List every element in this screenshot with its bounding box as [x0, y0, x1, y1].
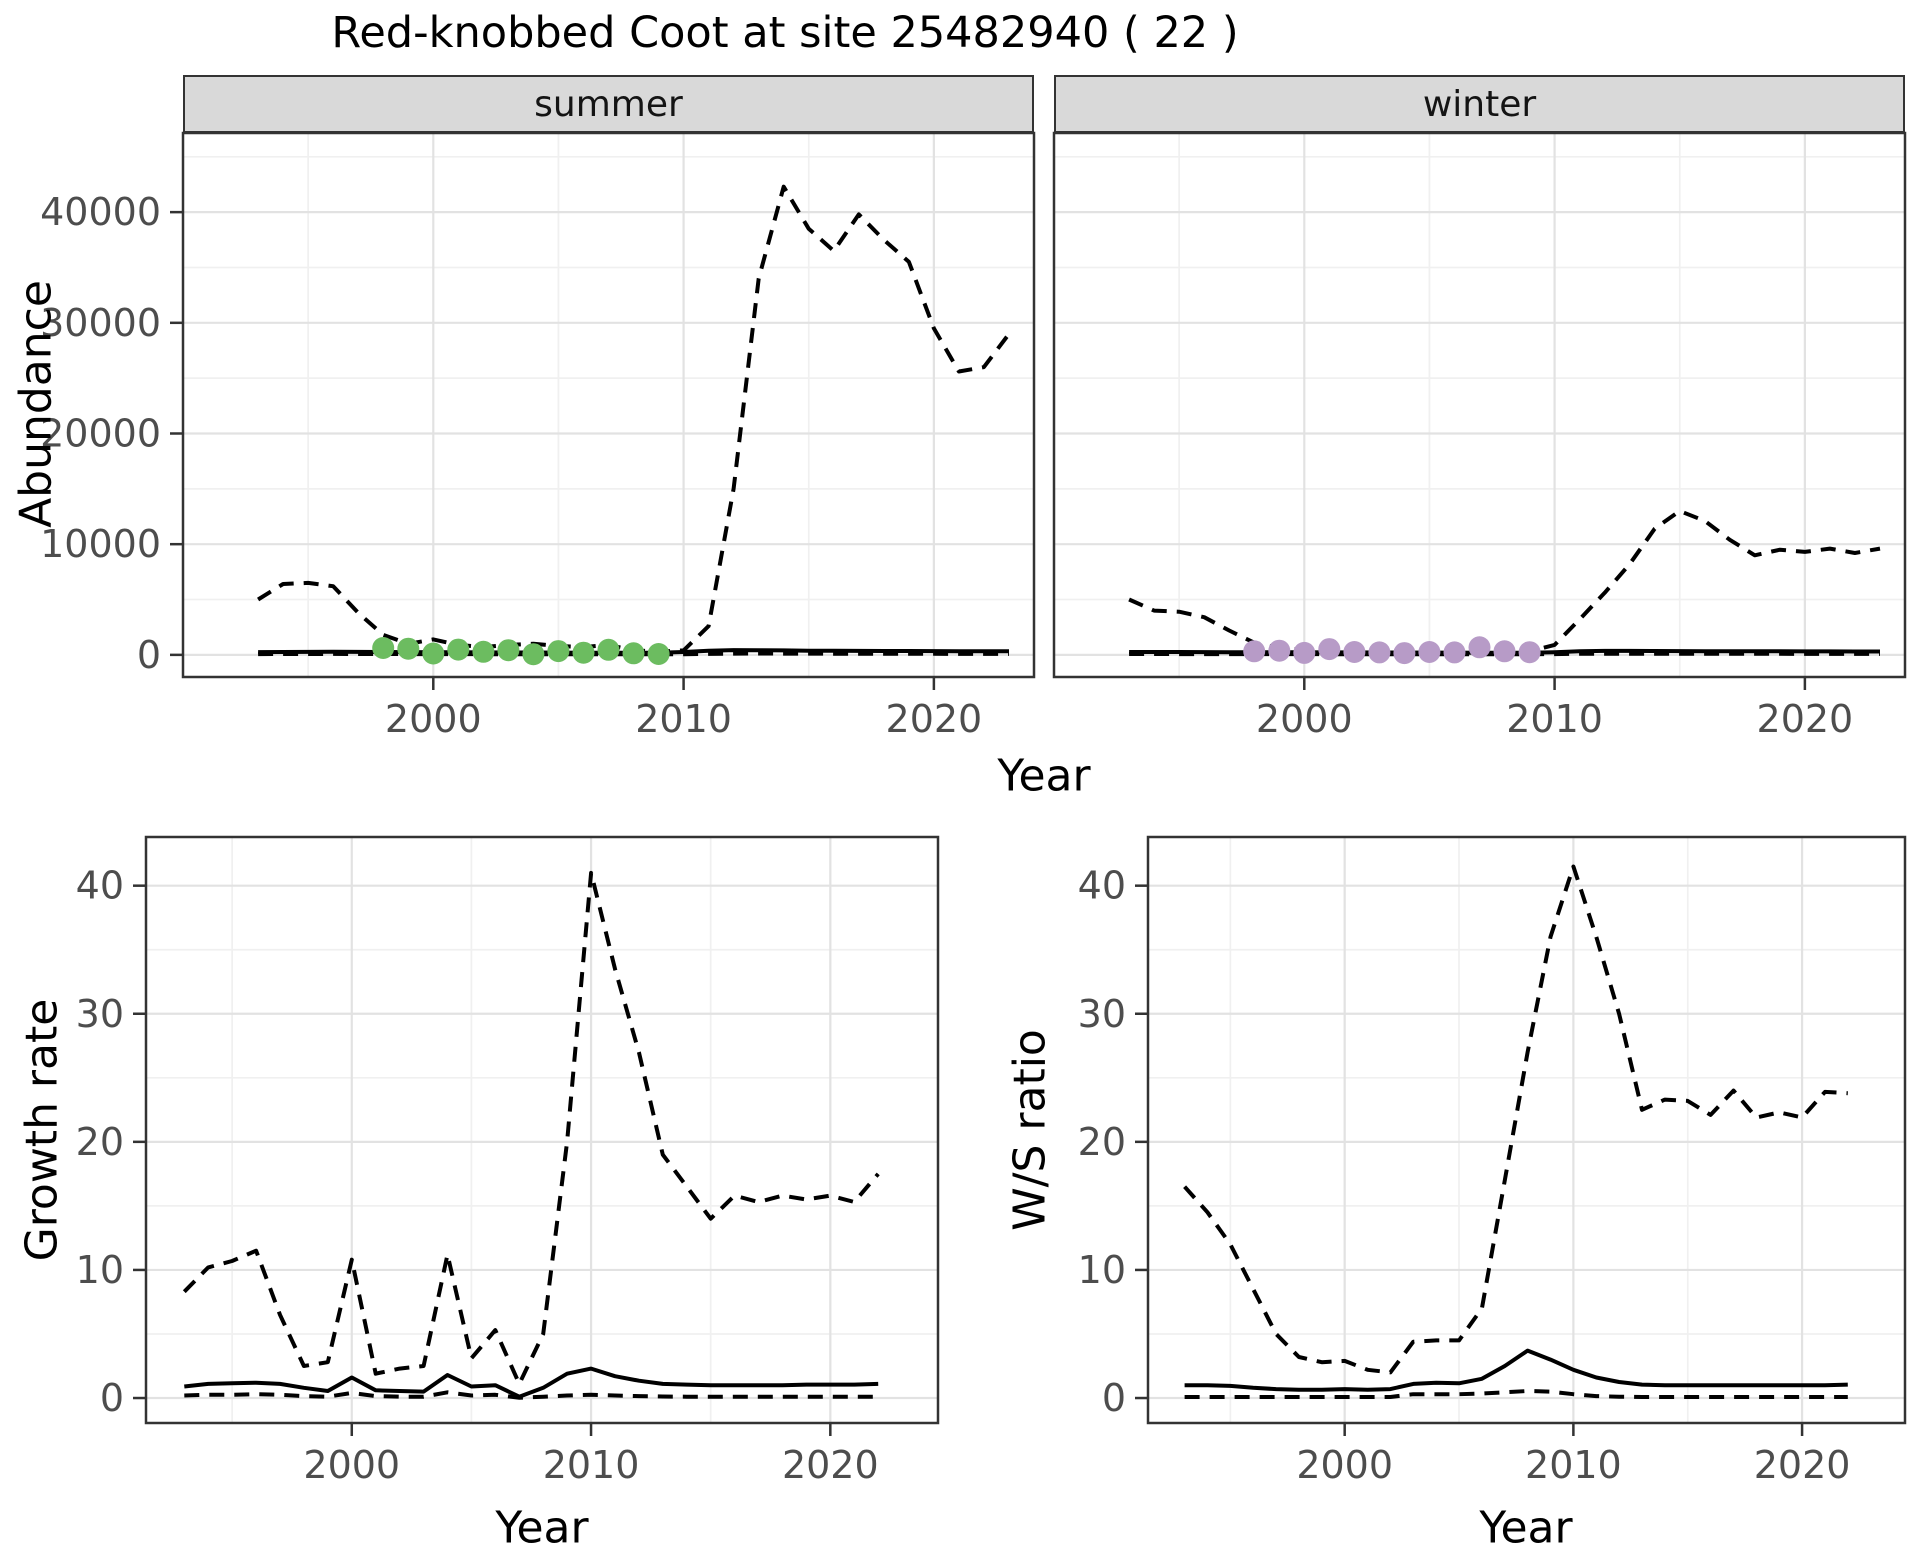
abundance-winter-x-tick-label: 2020 — [1757, 697, 1854, 741]
growth-rate-x-tick-label: 2010 — [543, 1443, 640, 1487]
abundance-summer-grid-minor — [183, 133, 1034, 677]
growth-rate-y-tick-label: 20 — [76, 1120, 124, 1164]
abundance-summer-grid-major — [183, 133, 1034, 677]
figure-title: Red-knobbed Coot at site 25482940 ( 22 ) — [331, 8, 1239, 58]
abundance-summer-y-tick-label: 0 — [137, 633, 161, 677]
abundance-summer-y-tick-label: 20000 — [40, 412, 161, 456]
abundance-winter-observed-count-point — [1418, 641, 1441, 663]
abundance-winter-grid-major — [1054, 133, 1905, 677]
ws-ratio-y-tick-label: 0 — [1102, 1376, 1126, 1420]
ws-ratio-upper-ci-line — [1183, 864, 1848, 1375]
ws-ratio-lower-ci-line — [1184, 1389, 1848, 1399]
abundance-winter-observed-count-point — [1368, 641, 1391, 664]
ws-ratio-grid-major — [1148, 837, 1905, 1423]
abundance-summer-observed-count-point — [372, 637, 395, 659]
ws-ratio-axis-title: W/S ratio — [1004, 1029, 1056, 1231]
growth-rate-grid-major — [146, 837, 938, 1423]
abundance-winter-observed-count-point — [1243, 640, 1266, 663]
ws-ratio-y-tick-label: 40 — [1078, 864, 1126, 908]
top-year-axis-title: Year — [997, 750, 1091, 802]
abundance-summer-observed-count-point — [397, 637, 420, 660]
abundance-summer-observed-count-point — [522, 643, 545, 666]
abundance-winter-observed-count-point — [1293, 641, 1316, 664]
facet-strip-summer: summer — [183, 75, 1034, 133]
abundance-winter-points — [1243, 636, 1541, 665]
ws-ratio-panel-border — [1146, 835, 1907, 1425]
abundance-summer-observed-count-point — [447, 638, 470, 661]
abundance-winter-observed-count-point — [1318, 638, 1341, 661]
ws-ratio-y-tick-label: 10 — [1078, 1248, 1126, 1292]
abundance-summer-observed-count-point — [647, 643, 670, 665]
abundance-summer-x-tick-label: 2010 — [635, 697, 732, 741]
ws-ratio-y-tick-label: 30 — [1078, 992, 1126, 1036]
abundance-winter-observed-count-point — [1443, 641, 1466, 664]
abundance-summer-observed-count-point — [497, 639, 520, 662]
abundance-winter-observed-count-point — [1468, 636, 1491, 659]
abundance-winter-observed-count-point — [1518, 641, 1541, 664]
growth-rate-x-tick-label: 2020 — [782, 1443, 879, 1487]
bottom-left-year-axis-title: Year — [495, 1502, 589, 1554]
growth-rate-grid-minor — [146, 837, 938, 1423]
growth-rate-upper-ci-line — [182, 870, 880, 1386]
abundance-summer-y-tick-label: 40000 — [40, 190, 161, 234]
abundance-summer-observed-count-point — [472, 640, 495, 663]
growth-rate-estimate-line — [184, 1366, 879, 1399]
facet-strip-summer-label: summer — [534, 83, 683, 125]
ws-ratio-y-tick-label: 20 — [1078, 1120, 1126, 1164]
abundance-axis-title: Abundance — [10, 280, 62, 528]
abundance-summer-upper-ci-line — [257, 184, 1011, 654]
ws-ratio-x-tick-label: 2020 — [1754, 1443, 1851, 1487]
abundance-winter-x-tick-label: 2010 — [1506, 697, 1603, 741]
growth-rate-x-tick-label: 2000 — [303, 1443, 400, 1487]
growth-rate-y-tick-label: 10 — [76, 1248, 124, 1292]
abundance-summer-observed-count-point — [622, 642, 645, 665]
ws-ratio-grid-minor — [1148, 837, 1905, 1423]
abundance-winter-panel-border — [1052, 131, 1907, 679]
abundance-summer-panel: 2000 2010 2020 0 10000 20000 30000 40000 — [40, 131, 1036, 741]
abundance-winter-panel: 2000 2010 2020 — [1052, 131, 1907, 741]
abundance-summer-panel-border — [181, 131, 1036, 679]
ws-ratio-panel: 2000 2010 2020 0 10 20 30 40 — [1078, 835, 1907, 1487]
ws-ratio-x-tick-label: 2010 — [1525, 1443, 1622, 1487]
growth-rate-y-tick-label: 40 — [76, 864, 124, 908]
bottom-right-year-axis-title: Year — [1479, 1502, 1573, 1554]
abundance-summer-observed-count-point — [547, 640, 570, 663]
abundance-summer-observed-count-point — [422, 642, 445, 665]
abundance-summer-x-tick-label: 2000 — [385, 697, 482, 741]
abundance-winter-observed-count-point — [1393, 642, 1416, 665]
abundance-winter-observed-count-point — [1343, 641, 1366, 663]
abundance-winter-observed-count-point — [1268, 639, 1291, 662]
abundance-summer-points — [372, 637, 670, 666]
ws-ratio-x-tick-label: 2000 — [1296, 1443, 1393, 1487]
growth-rate-lower-ci-line — [184, 1390, 879, 1400]
abundance-winter-observed-count-point — [1493, 640, 1516, 663]
abundance-summer-x-tick-label: 2020 — [886, 697, 983, 741]
abundance-summer-observed-count-point — [597, 638, 620, 661]
growth-rate-panel: 2000 2010 2020 0 10 20 30 40 — [76, 835, 940, 1487]
abundance-winter-x-tick-label: 2000 — [1256, 697, 1353, 741]
growth-rate-panel-border — [144, 835, 940, 1425]
abundance-winter-grid-minor — [1054, 133, 1905, 677]
ws-ratio-estimate-line — [1184, 1348, 1848, 1392]
abundance-summer-y-tick-label: 30000 — [40, 301, 161, 345]
facet-strip-winter: winter — [1054, 75, 1905, 133]
growth-rate-y-tick-label: 0 — [100, 1376, 124, 1420]
facet-strip-winter-label: winter — [1422, 83, 1537, 125]
growth-rate-y-tick-label: 30 — [76, 992, 124, 1036]
abundance-winter-upper-ci-line — [1128, 509, 1881, 654]
abundance-summer-y-tick-label: 10000 — [40, 522, 161, 566]
abundance-summer-observed-count-point — [572, 641, 595, 664]
growth-rate-axis-title: Growth rate — [16, 998, 68, 1262]
